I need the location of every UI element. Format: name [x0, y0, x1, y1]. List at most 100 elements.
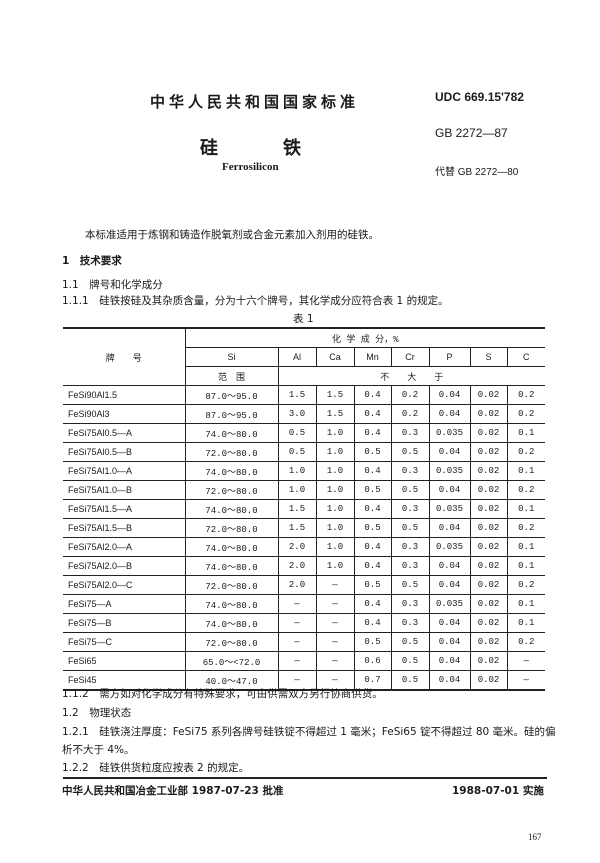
- replaces-note: 代替 GB 2272—80: [435, 167, 519, 178]
- value-cell: 0.2: [506, 518, 545, 538]
- grade-cell: FeSi75Al1.0—A: [63, 461, 186, 481]
- value-cell: 0.035: [428, 423, 471, 443]
- page-number: 167: [528, 832, 542, 842]
- value-cell: 0.02: [469, 594, 508, 614]
- udc-code: UDC 669.15'782: [435, 90, 524, 104]
- value-cell: 0.035: [428, 461, 471, 481]
- value-cell: 72.0～80.0: [184, 442, 279, 462]
- value-cell: 72.0～80.0: [184, 632, 279, 652]
- table-row: FeSi75Al2.0—C 72.0～80.0 2.0—0.5 0.5 0.04 0.02…: [63, 575, 545, 595]
- grade-cell: FeSi65: [63, 651, 186, 671]
- grade-cell: FeSi75Al2.0—B: [63, 556, 186, 576]
- value-cell: 0.5: [390, 651, 430, 671]
- value-cell: 1.5: [315, 385, 355, 405]
- value-cell: 0.02: [469, 442, 508, 462]
- value-cell: 0.4: [353, 594, 392, 614]
- max-label: 不 大 于: [277, 366, 545, 386]
- value-cell: 0.5: [390, 480, 430, 500]
- intro-text: 本标准适用于炼钢和铸造作脱氧剂或合金元素加入剂用的硅铁。: [85, 229, 379, 241]
- value-cell: 2.0: [277, 556, 317, 576]
- value-cell: 0.02: [469, 385, 508, 405]
- value-cell: 0.2: [506, 404, 545, 424]
- value-cell: 0.4: [353, 385, 392, 405]
- grade-header: 牌 号: [63, 327, 186, 386]
- value-cell: 1.0: [315, 499, 355, 519]
- value-cell: 0.04: [428, 575, 471, 595]
- value-cell: 40.0～47.0: [184, 670, 279, 691]
- gb-number: GB 2272—87: [435, 126, 508, 140]
- value-cell: 0.035: [428, 499, 471, 519]
- value-cell: 0.02: [469, 518, 508, 538]
- value-cell: 0.04: [428, 670, 471, 691]
- value-cell: 0.2: [506, 480, 545, 500]
- value-cell: —: [315, 594, 355, 614]
- table-row: FeSi75—B 74.0～80.0— —0.4 0.3 0.04 0.02 0.1: [63, 613, 545, 633]
- value-cell: 0.2: [390, 385, 430, 405]
- value-cell: 0.5: [353, 480, 392, 500]
- column-header-ca: Ca: [315, 347, 355, 367]
- grade-cell: FeSi75Al1.5—B: [63, 518, 186, 538]
- value-cell: 0.3: [390, 556, 430, 576]
- value-cell: 1.0: [277, 480, 317, 500]
- value-cell: —: [277, 613, 317, 633]
- table-row: FeSi90Al1.5 87.0～95.0 1.5 1.5 0.4 0.2 0.04 0.02…: [63, 385, 545, 405]
- value-cell: 0.1: [506, 594, 545, 614]
- value-cell: 0.4: [353, 404, 392, 424]
- value-cell: 0.04: [428, 613, 471, 633]
- value-cell: 2.0: [277, 537, 317, 557]
- value-cell: 0.04: [428, 632, 471, 652]
- value-cell: 0.02: [469, 670, 508, 691]
- approval-note: 中华人民共和国冶金工业部 1987-07-23 批准: [62, 785, 284, 797]
- value-cell: 0.5: [353, 632, 392, 652]
- value-cell: —: [315, 613, 355, 633]
- value-cell: 0.04: [428, 404, 471, 424]
- table-caption: 表 1: [293, 313, 314, 325]
- value-cell: 74.0～80.0: [184, 499, 279, 519]
- table-row: FeSi75Al2.0—B 74.0～80.0 2.0 1.0 0.4 0.3 0.04 0.…: [63, 556, 545, 576]
- value-cell: 74.0～80.0: [184, 461, 279, 481]
- value-cell: 0.1: [506, 461, 545, 481]
- value-cell: 0.3: [390, 461, 430, 481]
- value-cell: 3.0: [277, 404, 317, 424]
- value-cell: 74.0～80.0: [184, 556, 279, 576]
- value-cell: 0.4: [353, 537, 392, 557]
- value-cell: 0.04: [428, 651, 471, 671]
- section-1-1-1-text: 1.1.1 硅铁按硅及其杂质含量，分为十六个牌号，其化学成分应符合表 1 的规定…: [62, 295, 449, 307]
- table-row: FeSi75Al2.0—A 74.0～80.0 2.0 1.0 0.4 0.3 0.035 0…: [63, 537, 545, 557]
- value-cell: —: [506, 670, 545, 691]
- value-cell: 0.02: [469, 480, 508, 500]
- value-cell: 0.3: [390, 537, 430, 557]
- value-cell: 0.1: [506, 499, 545, 519]
- value-cell: 0.6: [353, 651, 392, 671]
- section-1-1-heading: 1.1 牌号和化学成分: [62, 279, 163, 291]
- value-cell: 72.0～80.0: [184, 518, 279, 538]
- value-cell: 65.0～<72.0: [184, 651, 279, 671]
- section-1-2-1-text-cont: 析不大于 4%。: [62, 744, 135, 756]
- value-cell: 0.3: [390, 594, 430, 614]
- value-cell: 2.0: [277, 575, 317, 595]
- table-row: FeSi75—A 74.0～80.0— —0.4 0.3 0.035 0.02 0.1: [63, 594, 545, 614]
- value-cell: 0.3: [390, 499, 430, 519]
- table-row: FeSi75Al1.0—B 72.0～80.0 1.0 1.0 0.5 0.5 0.04 0.…: [63, 480, 545, 500]
- value-cell: 0.04: [428, 385, 471, 405]
- section-1-heading: 1 技术要求: [62, 255, 122, 267]
- section-1-2-1-text: 1.2.1 硅铁浇注厚度：FeSi75 系列各牌号硅铁锭不得超过 1 毫米；Fe…: [62, 726, 556, 738]
- value-cell: 0.02: [469, 537, 508, 557]
- english-title: Ferrosilicon: [222, 161, 279, 173]
- value-cell: —: [277, 632, 317, 652]
- value-cell: 1.0: [315, 442, 355, 462]
- value-cell: 74.0～80.0: [184, 613, 279, 633]
- value-cell: 0.5: [390, 670, 430, 691]
- value-cell: 0.2: [506, 385, 545, 405]
- value-cell: 1.0: [315, 518, 355, 538]
- value-cell: 0.02: [469, 632, 508, 652]
- column-header-mn: Mn: [353, 347, 392, 367]
- table-row: FeSi75Al1.5—B 72.0～80.0 1.5 1.0 0.5 0.5 0.04 0.…: [63, 518, 545, 538]
- table-row: FeSi75Al1.0—A 74.0～80.0 1.0 1.0 0.4 0.3 0.035 0…: [63, 461, 545, 481]
- value-cell: 0.5: [353, 442, 392, 462]
- value-cell: 0.5: [353, 518, 392, 538]
- value-cell: 0.2: [506, 442, 545, 462]
- value-cell: 74.0～80.0: [184, 423, 279, 443]
- value-cell: 0.035: [428, 594, 471, 614]
- title-char-1: 硅: [200, 138, 218, 159]
